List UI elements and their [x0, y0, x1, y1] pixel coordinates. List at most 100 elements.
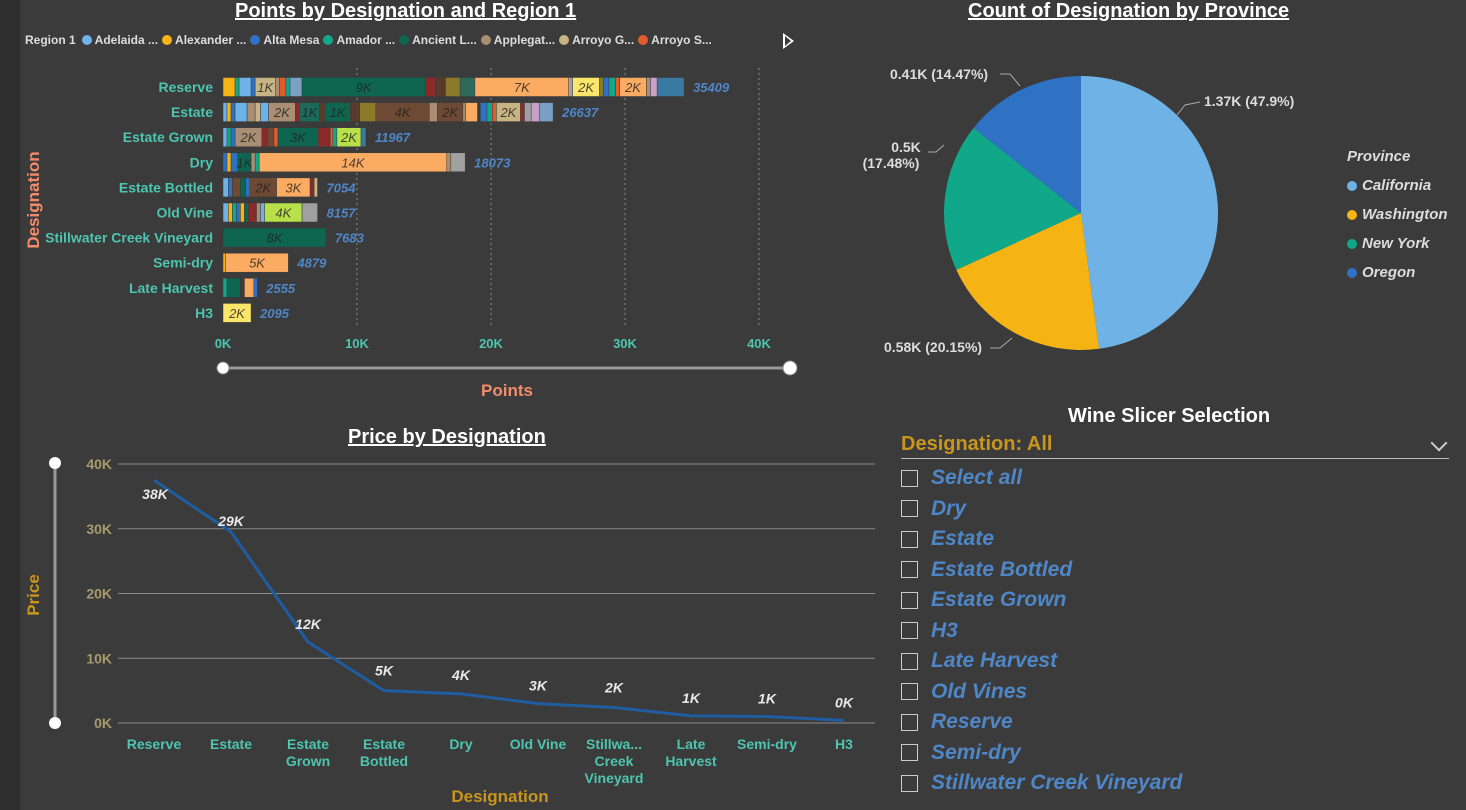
- bar-segment: [301, 202, 318, 223]
- x-scroll-handle-left: [216, 361, 230, 375]
- checkbox[interactable]: [901, 683, 918, 701]
- segment-label: 2K: [254, 180, 272, 195]
- province-legend-item[interactable]: Oregon: [1347, 258, 1448, 287]
- x-tick-label: Vineyard: [585, 770, 644, 786]
- category-label: H3: [195, 305, 213, 321]
- slicer-item[interactable]: Reserve: [901, 707, 1182, 738]
- pie-label: (17.48%): [863, 155, 920, 171]
- pie-label: 0.58K (20.15%): [884, 339, 982, 355]
- checkbox[interactable]: [901, 500, 918, 518]
- checkbox[interactable]: [901, 561, 918, 579]
- legend-dot: [1347, 209, 1357, 220]
- legend-item[interactable]: Alta Mesa: [250, 33, 319, 47]
- bar-segment: [524, 102, 532, 122]
- slicer-item-label: Estate Grown: [931, 588, 1067, 612]
- bar-segment: [273, 127, 279, 147]
- slicer-item[interactable]: Semi-dry: [901, 738, 1182, 769]
- bar-segment: [240, 202, 245, 223]
- bar-segment: [222, 252, 226, 273]
- bar-segment: [261, 127, 268, 147]
- province-legend-item[interactable]: New York: [1347, 229, 1448, 258]
- bar-segment: [530, 102, 540, 122]
- slicer-item[interactable]: Late Harvest: [901, 646, 1182, 677]
- leader-line: [1176, 101, 1201, 116]
- province-legend-item[interactable]: California: [1347, 171, 1448, 200]
- slicer-item-label: H3: [931, 618, 958, 642]
- checkbox[interactable]: [901, 469, 918, 487]
- legend-item[interactable]: Applegat...: [480, 33, 555, 47]
- slicer-item[interactable]: H3: [901, 616, 1182, 647]
- x-tick-label: Estate: [287, 736, 329, 752]
- checkbox[interactable]: [901, 652, 918, 670]
- slicer-item[interactable]: Old Vines: [901, 677, 1182, 708]
- legend-dot: [480, 35, 491, 45]
- legend-item[interactable]: Arroyo S...: [638, 33, 712, 47]
- x-tick-label: Estate: [363, 736, 405, 752]
- bar-segment: [228, 202, 233, 223]
- bar-segment: [603, 77, 610, 97]
- legend-dot: [1347, 267, 1357, 278]
- province-legend-item[interactable]: Washington: [1347, 200, 1448, 229]
- segment-label: 3K: [290, 130, 307, 145]
- pie-slice: [973, 76, 1081, 213]
- slicer-item[interactable]: Dry: [901, 494, 1182, 525]
- bar-segment: [222, 303, 252, 323]
- checkbox[interactable]: [901, 622, 918, 640]
- province-legend: Province California Washington New York Ore…: [1347, 148, 1448, 287]
- bar-segment: [254, 102, 261, 122]
- total-label: 8157: [327, 206, 357, 221]
- slicer-item[interactable]: Stillwater Creek Vineyard: [901, 768, 1182, 799]
- bar-segment: [350, 102, 360, 122]
- legend-dot: [559, 35, 570, 45]
- province-legend-label: Washington: [1362, 206, 1448, 223]
- x-tick-label: Reserve: [127, 736, 182, 752]
- slicer-dropdown[interactable]: Designation: All: [901, 433, 1449, 459]
- data-label: 3K: [529, 678, 548, 694]
- legend-item[interactable]: Adelaida ...: [81, 33, 159, 47]
- y-axis-title: Designation: [24, 151, 43, 248]
- x-tick-label: Semi-dry: [737, 736, 797, 752]
- bar-chart-legend: Region 1 Adelaida ... Alexander ... Alta M…: [25, 33, 716, 47]
- data-label: 5K: [375, 663, 394, 679]
- bar-segment: [222, 77, 236, 97]
- slicer-item-label: Old Vines: [931, 679, 1028, 703]
- slicer-item[interactable]: Estate: [901, 524, 1182, 555]
- pie-slice: [944, 127, 1081, 270]
- legend-item[interactable]: Alexander ...: [162, 33, 246, 47]
- checkbox[interactable]: [901, 774, 918, 792]
- category-label: Estate Bottled: [119, 179, 213, 195]
- checkbox[interactable]: [901, 530, 918, 548]
- legend-label: Alexander ...: [175, 33, 247, 47]
- bar-segment: [246, 102, 256, 122]
- total-label: 2555: [265, 281, 296, 296]
- line-chart-title: Price by Designation: [348, 426, 546, 448]
- bar-segment: [462, 102, 466, 122]
- slicer-item[interactable]: Select all: [901, 463, 1182, 494]
- leader-line: [990, 337, 1013, 349]
- segment-label: 2K: [577, 80, 595, 95]
- checkbox[interactable]: [901, 713, 918, 731]
- checkbox[interactable]: [901, 744, 918, 762]
- category-label: Stillwater Creek Vineyard: [45, 230, 213, 246]
- chevron-down-icon[interactable]: [1430, 434, 1448, 452]
- legend-label: Arroyo S...: [651, 33, 712, 47]
- slicer-item[interactable]: Estate Bottled: [901, 555, 1182, 586]
- checkbox[interactable]: [901, 591, 918, 609]
- legend-item[interactable]: Ancient L...: [399, 33, 477, 47]
- legend-label: Adelaida ...: [94, 33, 159, 47]
- legend-label: Ancient L...: [412, 33, 477, 47]
- pie-chart: 1.37K (47.9%) 0.58K (20.15%) 0.5K(17.48%) 0…: [863, 66, 1295, 355]
- bar-segment: [234, 77, 240, 97]
- legend-item[interactable]: Arroyo G...: [559, 33, 634, 47]
- x-tick-label: H3: [835, 736, 853, 752]
- play-axis-icon[interactable]: [783, 33, 794, 49]
- legend-item[interactable]: Amador ...: [323, 33, 395, 47]
- bar-segment: [486, 102, 493, 122]
- slicer-item[interactable]: Estate Grown: [901, 585, 1182, 616]
- x-tick-label: Estate: [210, 736, 252, 752]
- y-tick-label: 20K: [86, 586, 112, 602]
- x-tick-label: 20K: [479, 336, 503, 351]
- bar-segment: [477, 102, 481, 122]
- segment-label: 2K: [499, 105, 517, 120]
- province-legend-title: Province: [1347, 148, 1411, 165]
